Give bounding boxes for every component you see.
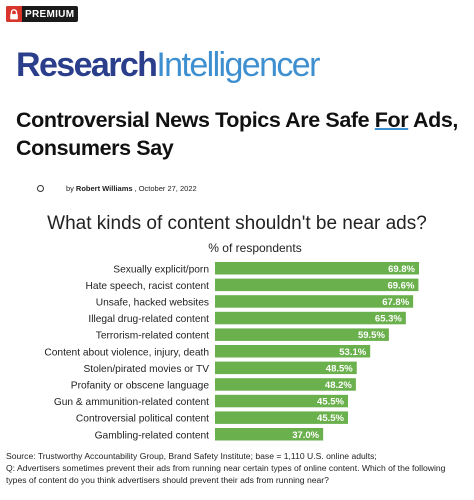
bar bbox=[215, 394, 348, 408]
data-label: 45.5% bbox=[317, 397, 344, 408]
category-label: Gambling-related content bbox=[95, 430, 210, 441]
article-date: , October 27, 2022 bbox=[134, 184, 197, 193]
author-link[interactable]: Robert Williams bbox=[75, 184, 133, 193]
headline-underlined-word: For bbox=[374, 108, 409, 132]
lock-icon bbox=[6, 6, 22, 22]
bar bbox=[215, 278, 419, 292]
chart-subtitle: % of respondents bbox=[208, 241, 302, 255]
bar bbox=[215, 311, 406, 325]
bar bbox=[215, 428, 324, 441]
article-headline: Controversial News Topics Are Safe For A… bbox=[16, 106, 466, 162]
category-label: Unsafe, hacked websites bbox=[96, 297, 209, 308]
bar bbox=[215, 411, 348, 424]
data-label: 67.8% bbox=[382, 297, 409, 308]
data-label: 59.5% bbox=[358, 330, 385, 341]
byline-by: by bbox=[66, 184, 74, 193]
category-label: Gun & ammunition-related content bbox=[54, 397, 209, 408]
data-label: 69.8% bbox=[388, 264, 415, 275]
category-label: Controversial political content bbox=[76, 414, 209, 425]
data-label: 65.3% bbox=[375, 314, 402, 325]
bullet-icon bbox=[37, 185, 44, 192]
brand-logo[interactable]: ResearchIntelligencer bbox=[16, 46, 320, 85]
premium-label: PREMIUM bbox=[25, 8, 75, 20]
question-line: Q: Advertisers sometimes prevent their a… bbox=[6, 463, 446, 485]
bar-chart: Sexually explicit/porn 69.8% Hate speech, … bbox=[44, 262, 419, 441]
category-label: Sexually explicit/porn bbox=[113, 264, 209, 275]
data-label: 37.0% bbox=[292, 430, 319, 441]
headline-text-1: Controversial News Topics Are Safe bbox=[16, 108, 375, 132]
source-line: Source: Trustworthy Accountability Group… bbox=[6, 451, 377, 461]
source-note: Source: Trustworthy Accountability Group… bbox=[6, 450, 468, 486]
article-byline: by Robert Williams , October 27, 2022 bbox=[37, 184, 197, 193]
headline-text-2: Ads, Consumers Say bbox=[16, 108, 459, 160]
category-label: Profanity or obscene language bbox=[71, 380, 210, 391]
bar bbox=[215, 328, 389, 341]
premium-badge: PREMIUM bbox=[6, 6, 79, 22]
bar bbox=[215, 361, 357, 375]
brand-logo-part2: Intelligencer bbox=[156, 46, 320, 84]
data-label: 69.6% bbox=[387, 280, 414, 291]
category-label: Illegal drug-related content bbox=[88, 314, 209, 325]
bar bbox=[215, 378, 356, 391]
chart-title: What kinds of content shouldn't be near … bbox=[47, 213, 427, 234]
category-label: Stolen/pirated movies or TV bbox=[83, 364, 209, 375]
category-label: Content about violence, injury, death bbox=[44, 347, 209, 358]
bar bbox=[215, 345, 371, 358]
category-label: Terrorism-related content bbox=[96, 331, 209, 342]
brand-logo-part1: Research bbox=[16, 46, 158, 84]
data-label: 45.5% bbox=[317, 413, 344, 424]
bar bbox=[215, 295, 414, 308]
bar bbox=[215, 262, 419, 275]
data-label: 48.5% bbox=[326, 363, 353, 374]
data-label: 53.1% bbox=[339, 347, 366, 358]
data-label: 48.2% bbox=[325, 380, 352, 391]
category-label: Hate speech, racist content bbox=[86, 281, 210, 292]
